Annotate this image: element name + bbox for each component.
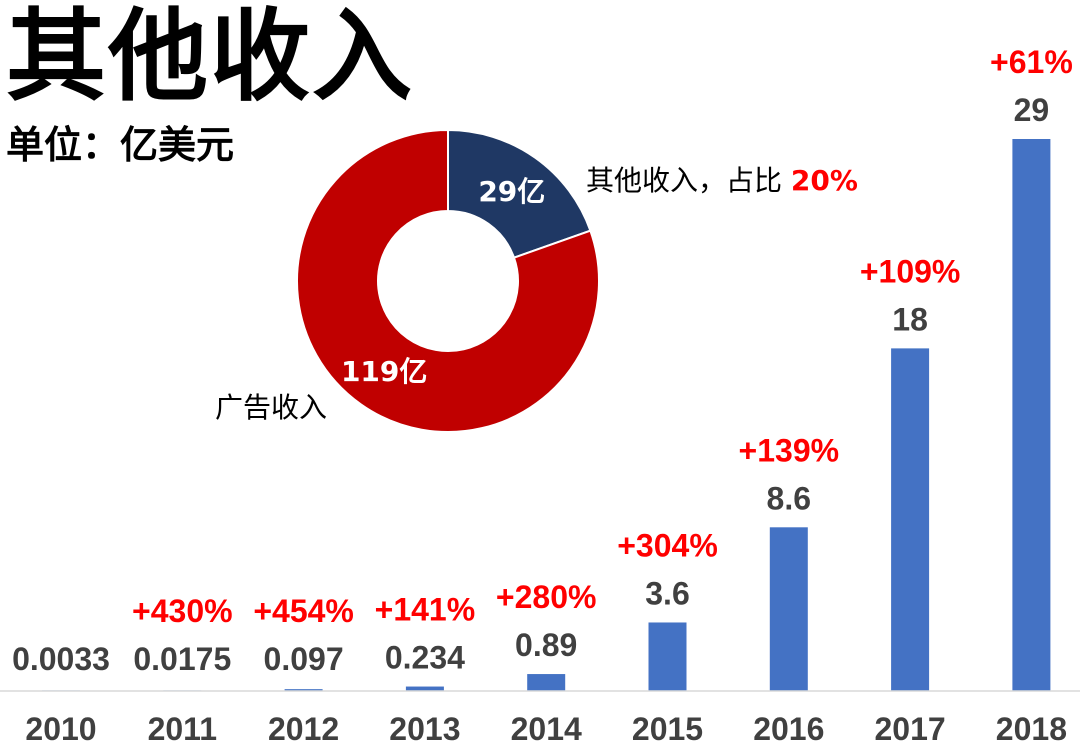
other-income-annotation: 其他收入，占比 20% bbox=[586, 164, 858, 197]
x-tick-2012: 2012 bbox=[268, 711, 339, 747]
bar-2013 bbox=[405, 686, 444, 691]
bar-2015 bbox=[648, 622, 687, 691]
x-tick-2017: 2017 bbox=[875, 711, 946, 747]
bar-2012 bbox=[284, 689, 323, 691]
x-tick-2014: 2014 bbox=[511, 711, 582, 747]
x-tick-2010: 2010 bbox=[25, 711, 96, 747]
other-income-share: 20% bbox=[791, 164, 858, 197]
x-tick-2011: 2011 bbox=[148, 711, 217, 747]
growth-label-2015: +304% bbox=[617, 527, 718, 563]
growth-label-2013: +141% bbox=[375, 592, 476, 628]
bar-2018 bbox=[1012, 139, 1051, 691]
value-label-2011: 0.0175 bbox=[133, 641, 231, 677]
bar-chart: 0.0033 2010 0.0175 +430% 2011 0.097 +454% 2012 0… bbox=[12, 44, 1073, 747]
growth-label-2012: +454% bbox=[253, 593, 354, 629]
x-tick-2018: 2018 bbox=[996, 711, 1067, 747]
growth-label-2017: +109% bbox=[860, 253, 961, 289]
value-label-2013: 0.234 bbox=[385, 640, 465, 676]
donut-slice-ad-income bbox=[296, 128, 600, 433]
value-label-2016: 8.6 bbox=[767, 480, 811, 516]
x-tick-2015: 2015 bbox=[632, 711, 703, 747]
growth-label-2011: +430% bbox=[132, 593, 233, 629]
x-tick-2013: 2013 bbox=[389, 711, 460, 747]
donut-slice-ad-income-label: 119亿 bbox=[341, 355, 427, 388]
donut-slice-other-income-label: 29亿 bbox=[478, 175, 545, 208]
unit-label: 单位：亿美元 bbox=[6, 123, 235, 167]
growth-label-2016: +139% bbox=[739, 432, 840, 468]
growth-label-2014: +280% bbox=[496, 579, 597, 615]
value-label-2010: 0.0033 bbox=[12, 641, 110, 677]
x-tick-2016: 2016 bbox=[753, 711, 824, 747]
bar-2014 bbox=[527, 674, 566, 691]
donut-slice-other-income bbox=[447, 128, 592, 259]
growth-label-2018: +61% bbox=[990, 44, 1073, 80]
other-income-annotation-text: 其他收入，占比 bbox=[586, 164, 791, 197]
value-label-2018: 29 bbox=[1014, 92, 1050, 128]
chart-title: 其他收入 bbox=[6, 0, 414, 115]
value-label-2015: 3.6 bbox=[645, 575, 689, 611]
bar-2017 bbox=[891, 348, 930, 691]
ad-income-annotation: 广告收入 bbox=[215, 391, 327, 424]
donut-chart: 29亿 119亿 bbox=[296, 128, 600, 433]
value-label-2014: 0.89 bbox=[515, 627, 577, 663]
bar-2016 bbox=[769, 527, 808, 691]
value-label-2017: 18 bbox=[892, 301, 928, 337]
value-label-2012: 0.097 bbox=[264, 641, 344, 677]
